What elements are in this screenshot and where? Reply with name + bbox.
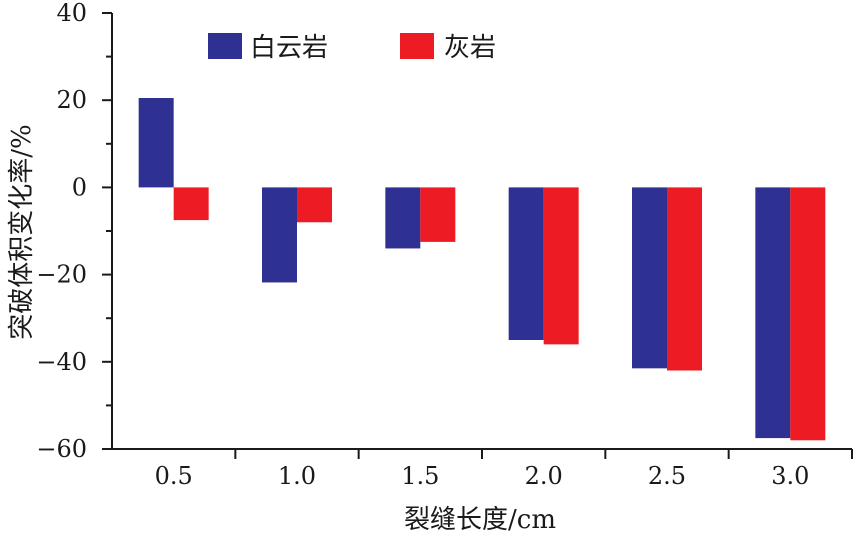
y-axis-title: 突破体积变化率/% (7, 124, 37, 339)
bar-limestone-2.0 (543, 187, 579, 345)
bar-limestone-3.0 (790, 187, 826, 441)
y-tick-label-5: −60 (36, 435, 87, 463)
legend-swatch-dolomite (208, 33, 242, 59)
bar-limestone-1.0 (297, 187, 332, 223)
x-tick-label-3.0: 3.0 (771, 462, 809, 490)
bar-dolomite-1.5 (385, 187, 421, 249)
bar-limestone-0.5 (173, 187, 209, 221)
y-tick-label-0: 40 (56, 0, 87, 27)
x-tick-label-1.0: 1.0 (278, 462, 316, 490)
legend: 白云岩 灰岩 (208, 33, 496, 63)
axes-layer: 40 20 0 −20 −40 −60 0.5 1.0 1.5 2.0 2.5 3.0 (36, 0, 853, 490)
y-tick-label-2: 0 (72, 173, 87, 201)
bar-dolomite-2.0 (508, 187, 544, 340)
bar-dolomite-2.5 (632, 187, 667, 369)
y-tick-label-1: 20 (56, 86, 87, 114)
bar-dolomite-0.5 (138, 98, 174, 188)
x-tick-label-2.0: 2.0 (525, 462, 563, 490)
y-tick-label-3: −20 (36, 261, 87, 289)
bars-layer (138, 98, 826, 441)
x-axis-title: 裂缝长度/cm (404, 505, 556, 535)
legend-swatch-limestone (400, 33, 434, 59)
y-tick-label-4: −40 (36, 348, 87, 376)
bar-limestone-1.5 (420, 187, 456, 242)
bar-dolomite-3.0 (755, 187, 791, 439)
legend-label-dolomite: 白云岩 (250, 33, 328, 63)
bar-dolomite-1.0 (262, 187, 297, 283)
x-tick-label-2.5: 2.5 (648, 462, 686, 490)
bar-limestone-2.5 (667, 187, 702, 371)
x-tick-label-0.5: 0.5 (155, 462, 193, 490)
legend-label-limestone: 灰岩 (444, 33, 496, 63)
x-tick-label-1.5: 1.5 (401, 462, 439, 490)
